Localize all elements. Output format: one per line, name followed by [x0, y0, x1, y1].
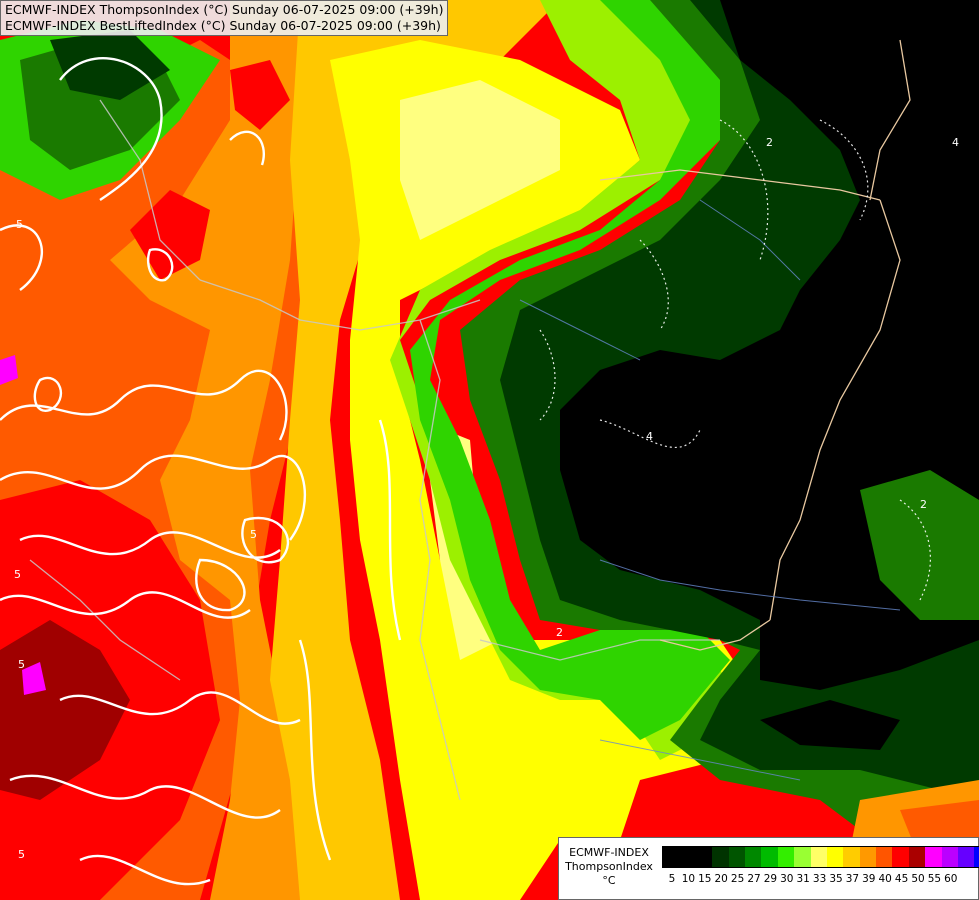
legend-tick-label: 35	[829, 873, 843, 885]
legend-swatch	[712, 847, 729, 867]
contour-label: 5	[18, 658, 25, 671]
legend-swatch	[777, 847, 795, 867]
legend-tick-label: 10	[681, 873, 696, 885]
legend-tick-label: 29	[763, 873, 778, 885]
isolines-thin	[539, 119, 931, 601]
legend-swatch	[941, 847, 959, 867]
legend-swatch	[843, 847, 860, 867]
legend-swatch	[892, 847, 909, 867]
legend-tick-label: 60	[944, 873, 958, 885]
legend-tick-label: 39	[862, 873, 876, 885]
legend-label: ECMWF-INDEX ThompsonIndex °C	[559, 846, 659, 888]
contour-label: 2	[766, 136, 773, 149]
legend-swatch	[810, 847, 827, 867]
legend-swatch	[744, 847, 762, 867]
legend-tick-label: 40	[878, 873, 892, 885]
field-green-east	[860, 470, 979, 620]
legend-swatch	[859, 847, 877, 867]
legend-tick-label: 50	[911, 873, 925, 885]
legend-parameter: ThompsonIndex	[565, 860, 653, 873]
legend-swatch	[826, 847, 844, 867]
legend-swatches	[662, 846, 979, 868]
legend-tick-label: 30	[780, 873, 794, 885]
legend-unit: °C	[602, 874, 616, 887]
river-lines	[519, 199, 901, 781]
contour-label: 5	[16, 218, 23, 231]
title-line-thompson: ECMWF-INDEX ThompsonIndex (°C) Sunday 06…	[5, 2, 444, 17]
isolines	[0, 57, 402, 886]
contour-label: 2	[556, 626, 563, 639]
contour-label: 5	[250, 528, 257, 541]
legend-tick-label: 37	[845, 873, 860, 885]
contour-label: 5	[14, 568, 21, 581]
legend-tick-label: 5	[668, 873, 676, 885]
legend-swatch	[876, 847, 893, 867]
contour-labels: 5 5 5 5 2 2 4 2 5 4	[14, 136, 959, 861]
map-title-box: ECMWF-INDEX ThompsonIndex (°C) Sunday 06…	[0, 0, 449, 36]
legend-tick-label: 31	[796, 873, 810, 885]
field-magenta-1	[0, 355, 18, 385]
legend-swatch	[974, 847, 979, 867]
legend-swatch	[794, 847, 811, 867]
legend-swatch	[908, 847, 926, 867]
contour-label: 2	[920, 498, 927, 511]
field-magenta-2	[22, 662, 46, 695]
legend-swatch	[695, 847, 713, 867]
field-dark-red-west	[0, 620, 130, 800]
legend-tick-label: 33	[812, 873, 827, 885]
field-gold	[270, 0, 560, 900]
field-darker-green-nw	[50, 30, 170, 100]
legend-swatch	[663, 847, 680, 867]
border-lines-tan	[599, 39, 911, 651]
contour-label: 4	[952, 136, 959, 149]
field-red-patch	[230, 60, 290, 130]
legend-swatch	[925, 847, 942, 867]
legend-tick-label: 45	[894, 873, 909, 885]
color-legend: ECMWF-INDEX ThompsonIndex °C 5 10 15 20 25 27…	[558, 837, 979, 900]
legend-tick-label: 20	[714, 873, 728, 885]
legend-tick-label: 15	[698, 873, 712, 885]
legend-tick-label: 25	[730, 873, 745, 885]
legend-swatch	[679, 847, 696, 867]
field-black-se	[760, 700, 900, 750]
title-line-lifted: ECMWF-INDEX BestLiftedIndex (°C) Sunday …	[5, 18, 441, 33]
legend-swatch	[728, 847, 745, 867]
field-bright-green	[410, 0, 730, 740]
legend-swatch	[761, 847, 778, 867]
legend-tick-label: 55	[927, 873, 942, 885]
contour-label: 5	[18, 848, 25, 861]
contour-label: 4	[646, 430, 653, 443]
legend-swatch	[958, 847, 975, 867]
legend-model: ECMWF-INDEX	[569, 846, 649, 859]
border-lines	[29, 99, 720, 801]
legend-tick-label: 27	[747, 873, 761, 885]
field-red-north	[130, 190, 210, 280]
